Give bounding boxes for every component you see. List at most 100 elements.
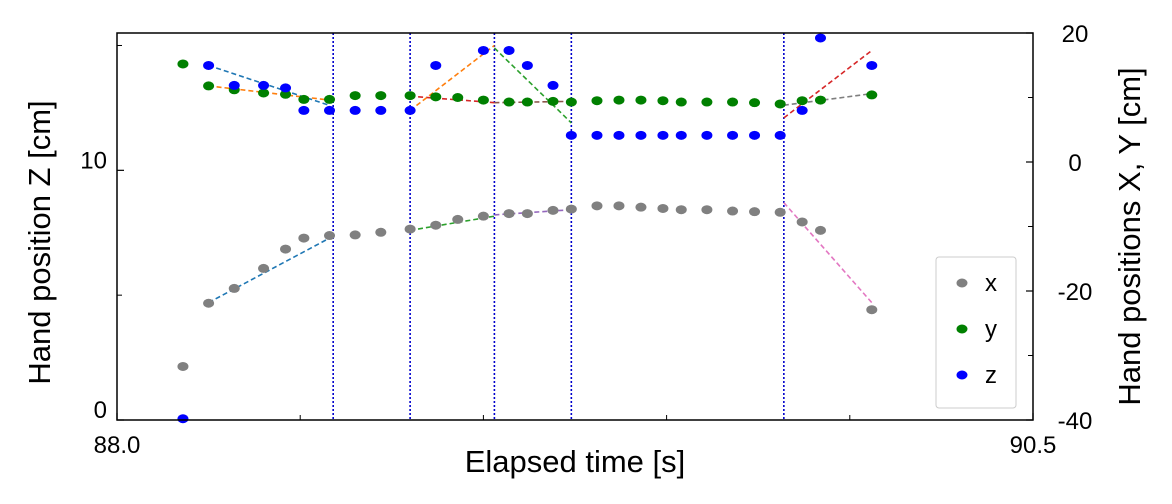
point-x-13 [477, 211, 489, 221]
point-z-18 [613, 130, 625, 140]
point-z-11 [430, 60, 442, 70]
x-tick-label-2: 90.5 [1010, 432, 1057, 459]
legend-marker-z [956, 370, 968, 380]
fit-line-10 [783, 202, 873, 304]
point-x-24 [727, 206, 739, 216]
point-y-26 [774, 99, 786, 109]
x-tick-label-1: 88.0 [94, 432, 141, 459]
point-z-19 [635, 130, 647, 140]
point-x-25 [749, 207, 761, 217]
point-y-1 [177, 59, 189, 69]
point-x-6 [298, 233, 310, 243]
point-y-11 [430, 92, 442, 102]
right-tick-label-4: -40 [1058, 408, 1093, 435]
point-y-18 [591, 96, 603, 106]
fit-line-4 [409, 215, 495, 232]
point-y-8 [349, 91, 361, 101]
point-y-7 [324, 94, 336, 104]
point-y-16 [547, 96, 559, 106]
point-x-10 [404, 224, 416, 234]
point-z-28 [866, 60, 878, 70]
point-x-18 [591, 201, 603, 211]
point-y-22 [675, 97, 687, 107]
right-tick-label-3: -20 [1058, 279, 1093, 306]
point-x-28 [814, 225, 826, 235]
point-z-6 [298, 105, 310, 115]
data-points [177, 33, 878, 424]
point-y-29 [866, 90, 878, 100]
point-x-2 [203, 298, 215, 308]
point-x-23 [701, 205, 713, 215]
left-y-axis-label: Hand position Z [cm] [22, 100, 57, 384]
point-x-19 [613, 201, 625, 211]
point-y-28 [814, 95, 826, 105]
fit-line-5 [410, 95, 495, 104]
point-y-27 [796, 96, 808, 106]
point-z-2 [203, 60, 215, 70]
point-y-12 [452, 93, 464, 102]
point-x-11 [430, 220, 442, 230]
legend-box [935, 256, 1017, 409]
point-z-27 [814, 33, 826, 43]
fit-lines [208, 44, 873, 304]
point-y-17 [565, 97, 577, 107]
fit-line-12 [783, 49, 873, 119]
point-y-13 [477, 95, 489, 105]
point-x-15 [521, 209, 533, 219]
point-y-24 [727, 97, 739, 107]
segment-boundary-lines [332, 33, 785, 420]
fit-line-9 [493, 47, 572, 124]
point-x-26 [774, 207, 786, 217]
legend-label-z: z [985, 362, 997, 389]
point-y-19 [613, 95, 625, 105]
point-y-15 [521, 97, 533, 107]
point-z-3 [228, 80, 240, 90]
point-z-14 [521, 60, 533, 70]
point-y-25 [749, 98, 761, 108]
point-x-21 [657, 203, 669, 213]
point-y-21 [657, 96, 669, 106]
point-z-17 [591, 130, 603, 140]
point-x-1 [177, 361, 189, 371]
left-tick-label-2: 10 [80, 147, 107, 174]
point-x-22 [675, 205, 687, 215]
fit-line-2 [208, 64, 330, 107]
legend-label-y: y [985, 316, 997, 343]
point-y-9 [375, 91, 387, 101]
point-x-5 [280, 244, 292, 254]
point-x-16 [547, 205, 559, 215]
point-x-27 [796, 217, 808, 227]
point-x-4 [258, 263, 270, 273]
legend: x y z [935, 256, 1017, 409]
point-z-25 [774, 130, 786, 140]
point-x-7 [324, 231, 336, 241]
point-z-1 [177, 414, 189, 424]
x-axis-label: Elapsed time [s] [465, 444, 686, 479]
point-z-10 [404, 105, 416, 115]
point-z-20 [657, 130, 669, 140]
point-x-29 [866, 305, 878, 315]
right-tick-label-1: 20 [1062, 21, 1089, 48]
legend-marker-x [956, 278, 968, 288]
point-z-21 [675, 130, 687, 140]
point-z-26 [796, 105, 808, 115]
point-x-17 [565, 204, 577, 214]
point-x-9 [375, 227, 387, 237]
point-y-14 [503, 97, 515, 107]
fit-line-1 [208, 237, 330, 304]
point-z-13 [503, 45, 515, 55]
fit-line-11 [783, 92, 872, 107]
right-y-axis-label: Hand positions X, Y [cm] [1112, 67, 1147, 405]
fit-line-6 [409, 44, 495, 112]
point-z-23 [727, 130, 739, 140]
point-z-12 [477, 45, 489, 55]
axis-ticks: 88.0 90.5 0 10 20 0 -20 -40 [80, 21, 1092, 459]
point-y-2 [203, 81, 215, 91]
point-y-4 [258, 88, 270, 98]
point-z-22 [701, 130, 713, 140]
point-z-5 [280, 83, 292, 93]
point-z-7 [324, 105, 336, 115]
point-z-9 [375, 105, 387, 115]
point-x-12 [452, 214, 464, 224]
